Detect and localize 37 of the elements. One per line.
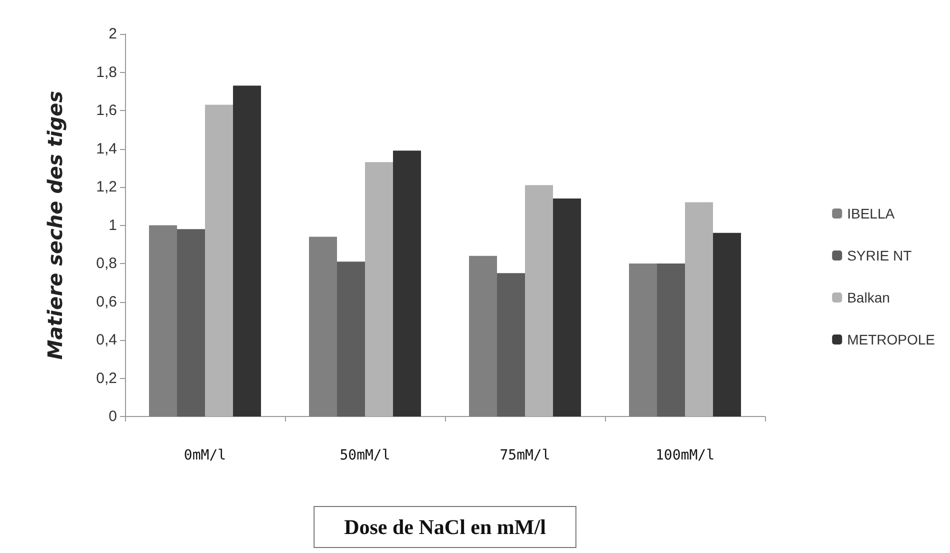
y-axis-title: Matiere seche des tiges bbox=[43, 90, 67, 360]
bar bbox=[629, 264, 657, 416]
bar bbox=[525, 185, 553, 416]
legend-label: Balkan bbox=[847, 290, 890, 306]
bar bbox=[657, 264, 685, 416]
bar bbox=[469, 256, 497, 416]
legend-label: METROPOLE bbox=[847, 332, 936, 348]
legend-label: IBELLA bbox=[847, 206, 896, 222]
y-tick-label: 0,2 bbox=[96, 370, 117, 387]
x-tick-label: 100mM/l bbox=[655, 448, 715, 464]
legend-label: SYRIE NT bbox=[847, 248, 912, 264]
x-tick-label: 50mM/l bbox=[340, 448, 390, 464]
bar bbox=[233, 86, 261, 416]
y-tick-label: 0 bbox=[108, 408, 117, 425]
y-tick-label: 0,6 bbox=[96, 293, 117, 310]
x-tick-label: 75mM/l bbox=[500, 448, 550, 464]
y-tick-label: 2 bbox=[108, 26, 117, 42]
x-axis-title: Dose de NaCl en mM/l bbox=[344, 515, 546, 539]
bar bbox=[497, 273, 525, 416]
bar bbox=[205, 104, 233, 416]
bar bbox=[149, 225, 177, 416]
bar bbox=[553, 198, 581, 416]
y-tick-label: 1,2 bbox=[96, 178, 117, 196]
bar bbox=[309, 236, 337, 416]
y-tick-label: 0,4 bbox=[96, 332, 117, 348]
y-tick-label: 0,8 bbox=[96, 255, 117, 272]
bar bbox=[685, 202, 713, 416]
y-tick-label: 1,4 bbox=[96, 140, 117, 158]
bar bbox=[337, 262, 365, 416]
y-tick-label: 1,8 bbox=[96, 64, 117, 81]
bar bbox=[177, 229, 205, 416]
y-tick-label: 1,6 bbox=[96, 102, 117, 119]
bar bbox=[393, 150, 421, 416]
y-tick-label: 1 bbox=[108, 216, 117, 234]
bar bbox=[713, 232, 741, 416]
x-tick-label: 0mM/l bbox=[184, 448, 226, 464]
bar bbox=[365, 162, 393, 416]
